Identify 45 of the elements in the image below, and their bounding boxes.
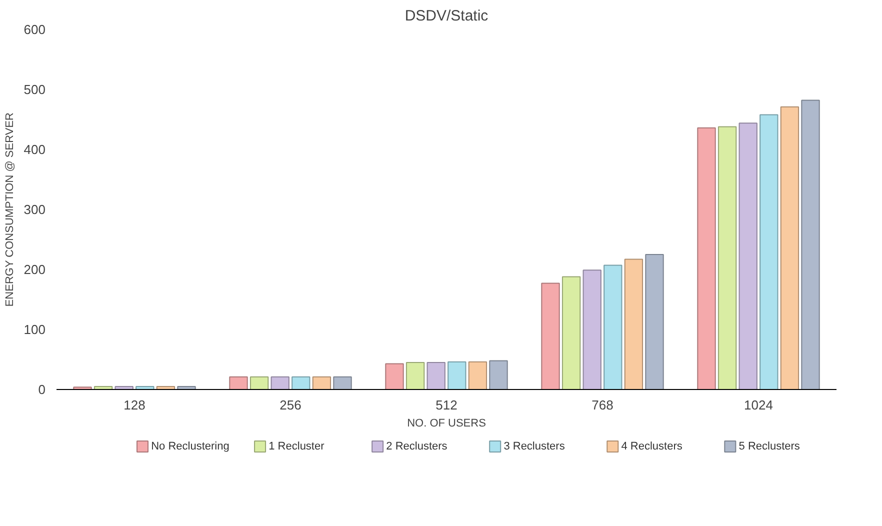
legend-label: 5 Reclusters <box>738 440 800 452</box>
bar <box>270 376 290 390</box>
x-tick-label: 1024 <box>744 398 773 412</box>
bar <box>312 376 332 390</box>
legend-label: 2 Reclusters <box>386 440 448 452</box>
bar <box>541 282 560 390</box>
bar <box>780 106 800 390</box>
bar <box>385 363 404 390</box>
bar <box>801 100 820 390</box>
bar <box>333 376 352 390</box>
bar <box>489 360 508 390</box>
bar <box>229 376 248 390</box>
legend-label: No Reclustering <box>151 440 230 452</box>
bar <box>738 122 758 390</box>
y-tick-label: 500 <box>24 82 46 97</box>
y-axis-title: ENERGY CONSUMPTION @ SERVER <box>4 112 16 307</box>
bar <box>582 270 602 390</box>
bar <box>697 127 716 390</box>
y-tick-label: 400 <box>24 142 46 157</box>
bar <box>624 258 644 390</box>
bar <box>448 361 466 390</box>
bar <box>292 376 310 390</box>
bar <box>468 361 488 390</box>
bar <box>604 264 622 390</box>
legend-label: 1 Recluster <box>268 440 325 452</box>
bar <box>426 362 446 390</box>
legend-label: 4 Reclusters <box>621 440 683 452</box>
chart-title: DSDV/Static <box>404 8 489 24</box>
bar <box>760 114 778 390</box>
y-tick-label: 0 <box>38 382 46 397</box>
y-tick-label: 600 <box>24 22 46 37</box>
bar <box>645 254 664 390</box>
y-tick-label: 300 <box>24 202 46 217</box>
y-tick-label: 200 <box>24 262 46 277</box>
x-tick-label: 128 <box>124 398 146 412</box>
legend-label: 3 Reclusters <box>504 440 566 452</box>
x-axis-title: NO. OF USERS <box>407 418 486 430</box>
x-tick-label: 768 <box>592 398 614 412</box>
bar <box>406 362 425 390</box>
bar <box>718 126 737 390</box>
bar <box>250 376 269 390</box>
x-tick-label: 256 <box>280 398 302 412</box>
bar <box>562 276 581 390</box>
y-tick-label: 100 <box>24 322 46 337</box>
x-tick-label: 512 <box>436 398 458 412</box>
